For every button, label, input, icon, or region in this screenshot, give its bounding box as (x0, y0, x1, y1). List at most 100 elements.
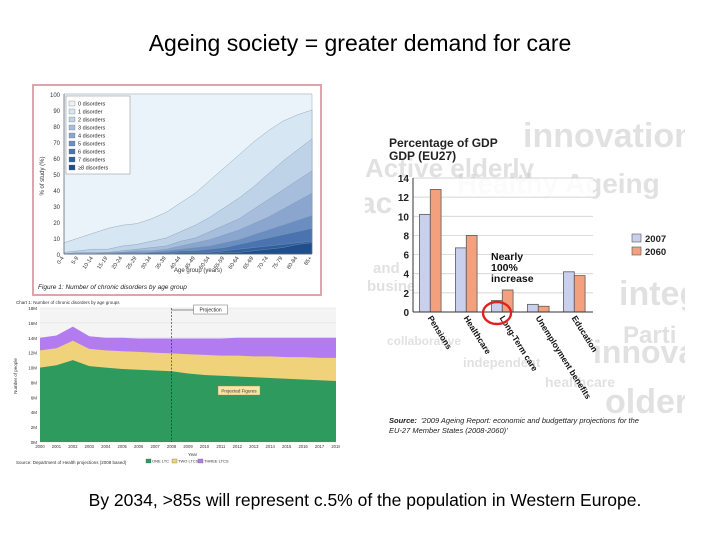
y-tick-label: 10M (28, 366, 37, 371)
y-tick-label: 50 (53, 173, 60, 179)
legend-swatch (145, 458, 152, 464)
legend-swatch (68, 108, 76, 115)
bar-2007-education (563, 271, 575, 313)
background-word: collaborative (387, 334, 461, 348)
x-axis-label: Year (188, 452, 198, 457)
x-tick-label: 2008 (167, 444, 177, 449)
legend-swatch (68, 132, 76, 139)
x-tick-label: 2002 (68, 444, 78, 449)
y-tick-label: 30 (53, 205, 60, 211)
x-tick-label: 15-19 (96, 256, 109, 271)
x-tick-label: 2001 (52, 444, 62, 449)
bar-2060-unemployment-benefits (537, 305, 550, 313)
age-area-chart: 0 10 20 30 40 50 60 70 80 90 100 0-4 5-9 10-14 15-19 20… (38, 93, 314, 291)
x-tick-label: 2015 (282, 444, 292, 449)
legend-label: 4 disorders (78, 134, 105, 140)
x-tick-label: 25-29 (126, 256, 139, 271)
chart-title-line2: GDP (EU27) (389, 149, 456, 163)
y-tick-label: 100 (50, 93, 61, 99)
page-title: Ageing society = greater demand for care (148, 30, 572, 56)
x-tick-label: 30-34 (140, 256, 153, 271)
legend-label: ONE LTC (152, 459, 169, 464)
legend-swatch (68, 148, 76, 155)
x-tick-label: 80-84 (286, 256, 299, 271)
legend-swatch (68, 164, 76, 171)
background-word: integ (619, 275, 685, 313)
y-tick-label: 16M (28, 321, 37, 326)
legend-label: TWO LTCS (178, 459, 199, 464)
legend-swatch (171, 458, 178, 464)
chart-title: Chart 1: Number of chronic disorders by … (16, 300, 120, 305)
background-word: Parti (623, 322, 676, 349)
x-tick-label: 2011 (216, 444, 226, 449)
x-tick-label: 0-4 (56, 256, 65, 266)
x-tick-label: 75-79 (271, 256, 284, 271)
x-tick-label: 70-74 (257, 256, 270, 271)
highlight-circle (481, 300, 513, 326)
y-tick-label: 4M (31, 410, 38, 415)
x-tick-label: 2007 (150, 444, 160, 449)
x-tick-label: 20-24 (111, 256, 124, 271)
x-tick-label: Healthcare (462, 314, 494, 356)
y-tick-label: 20 (53, 221, 60, 227)
y-tick-label: 18M (28, 306, 37, 311)
background-word: independent (463, 355, 541, 370)
annotation-line: increase (491, 273, 534, 285)
background-word: ac (365, 187, 392, 220)
y-tick-label: 4 (403, 270, 409, 281)
y-tick-label: 0 (403, 308, 409, 319)
legend-swatch (68, 140, 76, 147)
y-tick-label: 90 (53, 109, 60, 115)
y-tick-label: 6M (31, 395, 38, 400)
background-word: innovation (523, 117, 685, 155)
background-word: innovation (593, 334, 685, 370)
legend-label: 0 disorders (78, 102, 105, 108)
y-tick-label: 10 (398, 212, 410, 223)
background-word: healthcare (545, 374, 615, 390)
x-tick-label: 2013 (249, 444, 259, 449)
legend-swatch (68, 100, 76, 107)
y-axis-label: Number of people (13, 358, 18, 394)
bar-2060-long-term-care (501, 289, 514, 313)
bar-2060-pensions (429, 189, 442, 313)
chart-title: Figure 1: Number of chronic disorders by… (38, 284, 187, 291)
legend-label: 2060 (645, 247, 666, 258)
x-tick-label: 10-14 (82, 256, 95, 271)
legend-box (65, 95, 131, 175)
y-tick-label: 2M (31, 425, 38, 430)
x-tick-label: 2016 (298, 444, 308, 449)
annotation-line: 100% (491, 262, 519, 274)
y-tick-label: 40 (53, 189, 60, 195)
legend-label: 3 disorders (78, 126, 105, 132)
legend-swatch (197, 458, 204, 464)
chart-title: Percentage of GDP (389, 136, 498, 150)
projection-box (193, 304, 228, 315)
background-word: and (373, 260, 400, 277)
x-tick-label: 85+ (303, 256, 313, 267)
x-tick-label: 5-9 (71, 256, 80, 266)
source-text-line2: EU-27 Member States (2008-2060)' (389, 426, 508, 435)
bar-2060-healthcare (465, 235, 478, 313)
x-tick-label: 2009 (183, 444, 193, 449)
legend-label: 7 disorders (78, 158, 105, 164)
x-tick-label: 2006 (134, 444, 144, 449)
x-tick-label: 2003 (85, 444, 95, 449)
y-tick-label: 8M (31, 380, 38, 385)
source-text-line1: '2009 Ageing Report: economic and budget… (421, 416, 639, 425)
x-tick-label: 2014 (266, 444, 276, 449)
y-tick-label: 0 (57, 253, 61, 259)
y-tick-label: 80 (53, 125, 60, 131)
x-axis-label: Age group (years) (174, 268, 222, 274)
y-tick-label: 14 (398, 174, 410, 185)
x-tick-label: 2000 (35, 444, 45, 449)
legend-swatch (68, 156, 76, 163)
x-tick-label: 35-39 (155, 256, 168, 271)
legend-label: 2 disorders (78, 118, 105, 124)
y-tick-label: 10 (53, 237, 60, 243)
legend-label: THREE LTCS (204, 459, 229, 464)
projection-area-chart: 0M 2M 4M 6M 8M 10M 12M 14M 16M 18M 2000 2001 2002 200… (13, 300, 340, 465)
legend-swatch (68, 124, 76, 131)
x-tick-label: 60-64 (228, 256, 241, 271)
legend-label: 6 disorders (78, 150, 105, 156)
